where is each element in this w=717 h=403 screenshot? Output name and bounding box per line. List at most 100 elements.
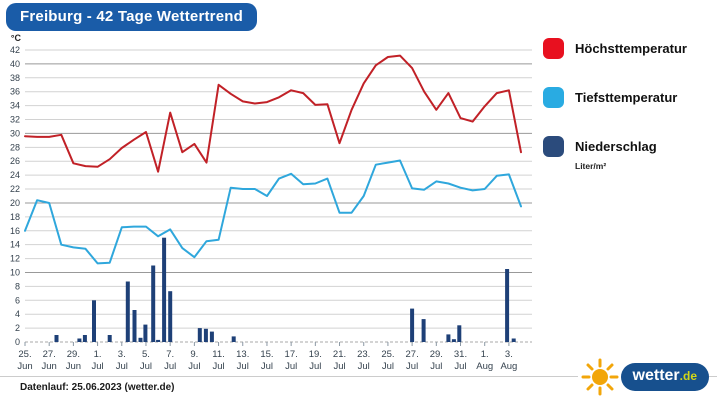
precip-bar	[125, 281, 130, 342]
legend-item-niederschlag: Niederschlag	[543, 136, 715, 157]
precip-bar	[77, 338, 82, 342]
y-axis-label: 12	[10, 254, 20, 264]
data-run-label: Datenlauf: 25.06.2023 (wetter.de)	[20, 382, 175, 393]
y-axis-label: 6	[15, 295, 20, 305]
x-axis-label-day: 29.	[430, 349, 443, 360]
x-axis-label-month: Aug	[476, 361, 493, 372]
y-axis-label: 26	[10, 156, 20, 166]
x-axis-label-day: 3.	[118, 349, 126, 360]
x-axis-label-month: Jul	[285, 361, 297, 372]
y-axis-label: 22	[10, 184, 20, 194]
y-axis-label: 36	[10, 87, 20, 97]
y-axis-label: 10	[10, 267, 20, 277]
footer-divider	[0, 376, 717, 377]
x-axis-label-month: Jul	[237, 361, 249, 372]
x-axis-label-month: Jul	[309, 361, 321, 372]
x-axis-label-day: 31.	[454, 349, 467, 360]
precip-bar	[231, 336, 236, 342]
precip-bar	[505, 269, 510, 342]
x-axis-label-month: Jul	[454, 361, 466, 372]
precip-bar	[168, 291, 173, 342]
logo-tld: .de	[679, 369, 697, 383]
precip-bar	[209, 331, 214, 342]
y-axis-label: 14	[10, 240, 20, 250]
x-axis-label-day: 29.	[67, 349, 80, 360]
page-title: Freiburg - 42 Tage Wettertrend	[6, 3, 257, 31]
y-axis-label: 16	[10, 226, 20, 236]
x-axis-label-day: 27.	[43, 349, 56, 360]
legend-item-hoechsttemperatur: Höchsttemperatur	[543, 38, 715, 59]
x-axis-label-day: 11.	[212, 349, 225, 360]
y-axis-label: 24	[10, 170, 20, 180]
x-axis-label-day: 9.	[190, 349, 198, 360]
y-axis-label: 4	[15, 309, 20, 319]
x-axis-label-day: 21.	[333, 349, 346, 360]
y-axis-label: 18	[10, 212, 20, 222]
sun-icon	[581, 358, 619, 396]
y-axis-label: 38	[10, 73, 20, 83]
x-axis-label-month: Jul	[140, 361, 152, 372]
precip-bar	[421, 319, 426, 342]
legend-label-min-temp: Tiefsttemperatur	[575, 90, 678, 105]
legend-swatch-max-temp	[543, 38, 564, 59]
y-axis-label: 28	[10, 142, 20, 152]
x-axis-label-month: Jul	[116, 361, 128, 372]
y-axis-label: 32	[10, 115, 20, 125]
precip-bar	[162, 237, 167, 342]
x-axis-label-month: Jul	[261, 361, 273, 372]
precip-bar	[107, 335, 112, 342]
x-axis-label-day: 25.	[381, 349, 394, 360]
x-axis-label-day: 13.	[236, 349, 249, 360]
x-axis-label-day: 1.	[481, 349, 489, 360]
x-axis-label-day: 15.	[260, 349, 273, 360]
y-axis-label: 20	[10, 198, 20, 208]
x-axis-label-month: Jul	[333, 361, 345, 372]
x-axis-label-day: 25.	[18, 349, 31, 360]
precip-bar	[132, 310, 137, 342]
logo-word: wetter	[632, 367, 680, 384]
x-axis-label-month: Jul	[382, 361, 394, 372]
y-axis-label: 8	[15, 281, 20, 291]
x-axis-label-month: Aug	[500, 361, 517, 372]
x-axis-label-day: 23.	[357, 349, 370, 360]
x-axis-label-day: 19.	[309, 349, 322, 360]
y-axis-label: 2	[15, 323, 20, 333]
y-axis-unit-label: °C	[11, 33, 22, 43]
precip-bar	[446, 334, 451, 342]
x-axis-label-month: Jul	[92, 361, 104, 372]
x-axis-label-month: Jul	[188, 361, 200, 372]
precip-bar	[410, 308, 415, 342]
x-axis-label-month: Jun	[42, 361, 57, 372]
legend-swatch-min-temp	[543, 87, 564, 108]
min-temp-line	[24, 159, 522, 265]
weather-trend-chart: 0 2 4 6 8 10 12 14 16 18 20 22 24 26 28 30 32 34 36 38 40 42 °…	[0, 33, 545, 388]
precip-bar	[92, 300, 96, 342]
precip-bar	[203, 328, 208, 342]
precip-bar	[54, 335, 59, 342]
y-axis-label: 42	[10, 45, 20, 55]
y-axis-label: 34	[10, 101, 20, 111]
y-axis-label: 0	[15, 337, 20, 347]
x-axis-label-day: 5.	[142, 349, 150, 360]
x-axis-label-month: Jun	[17, 361, 32, 372]
legend-label-precip: Niederschlag	[575, 139, 657, 154]
x-axis-label-day: 27.	[406, 349, 419, 360]
x-axis-label-month: Jul	[358, 361, 370, 372]
precip-bar	[451, 339, 456, 342]
x-axis-label-month: Jul	[430, 361, 442, 372]
logo-pill: wetter.de	[620, 363, 709, 391]
x-axis-label-day: 17.	[285, 349, 298, 360]
precip-unit-label: Liter/m²	[575, 161, 607, 171]
x-axis-label-month: Jul	[406, 361, 418, 372]
chart-legend: Höchsttemperatur Tiefsttemperatur Nieder…	[543, 38, 715, 171]
max-temp-line	[24, 54, 522, 173]
legend-label-max-temp: Höchsttemperatur	[575, 41, 687, 56]
legend-swatch-precip	[543, 136, 564, 157]
precip-bar	[511, 338, 516, 342]
precip-bar	[156, 339, 161, 342]
x-axis-label-month: Jul	[164, 361, 176, 372]
precip-bar	[197, 328, 202, 342]
x-axis-label-month: Jun	[66, 361, 81, 372]
legend-item-tiefsttemperatur: Tiefsttemperatur	[543, 87, 715, 108]
chart-canvas: 024681012141618202224262830323436384042°…	[10, 33, 532, 372]
